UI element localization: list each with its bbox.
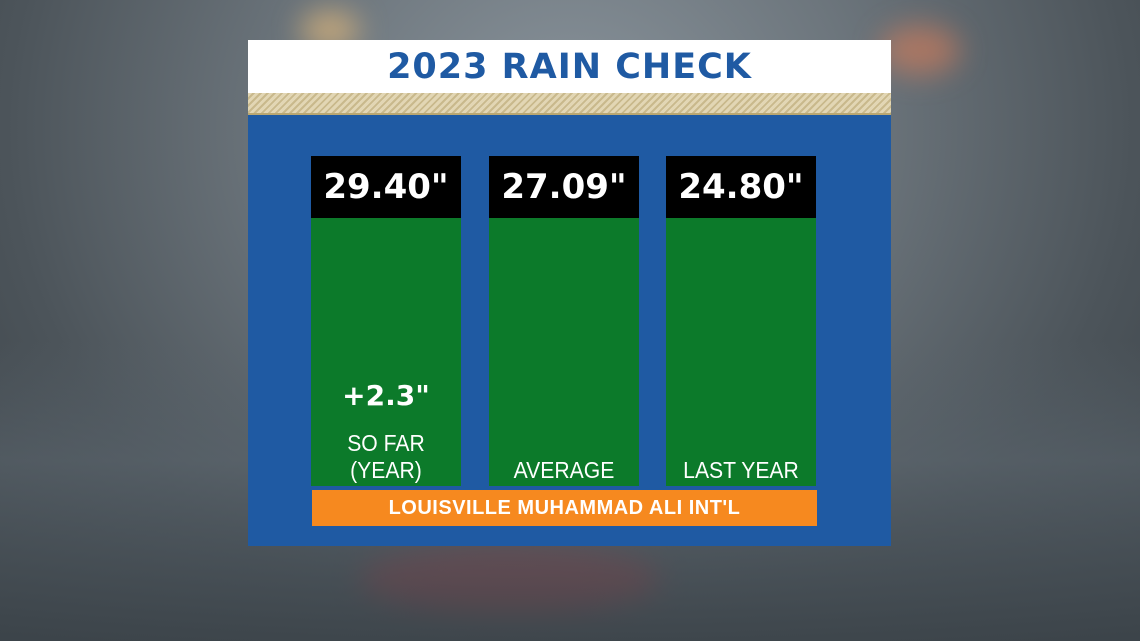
- bar-value-box: 27.09": [489, 156, 639, 218]
- station-name: LOUISVILLE MUHAMMAD ALI INT'L: [388, 496, 741, 519]
- difference-annotation: +2.3": [342, 379, 430, 412]
- bar-value-box: 29.40": [311, 156, 461, 218]
- bar-value-label: 24.80": [678, 167, 804, 207]
- category-label: LAST YEAR: [672, 457, 810, 484]
- title-underline-stripe: [248, 93, 891, 115]
- bar-value-label: 29.40": [323, 167, 449, 207]
- bar-column: 29.40" +2.3" SO FAR (YEAR): [311, 156, 461, 486]
- bar: [489, 218, 639, 486]
- rain-check-panel: 2023 RAIN CHECK 29.40" +2.3" SO FAR (YEAR) 2…: [248, 40, 891, 546]
- category-label-line: LAST YEAR: [683, 457, 799, 483]
- chart-title: 2023 RAIN CHECK: [387, 46, 752, 87]
- title-bar: 2023 RAIN CHECK: [248, 40, 891, 93]
- bar-column: 24.80" LAST YEAR: [666, 156, 816, 486]
- category-label-line: (YEAR): [350, 457, 422, 483]
- bar-value-box: 24.80": [666, 156, 816, 218]
- bar: [311, 218, 461, 486]
- bar-value-label: 27.09": [501, 167, 627, 207]
- category-label-line: SO FAR: [347, 430, 425, 456]
- station-banner: LOUISVILLE MUHAMMAD ALI INT'L: [312, 490, 817, 526]
- bar: [666, 218, 816, 486]
- category-label: SO FAR (YEAR): [317, 430, 455, 484]
- background-glow: [880, 25, 960, 75]
- category-label-line: AVERAGE: [513, 457, 615, 483]
- category-label: AVERAGE: [495, 457, 633, 484]
- bar-column: 27.09" AVERAGE: [489, 156, 639, 486]
